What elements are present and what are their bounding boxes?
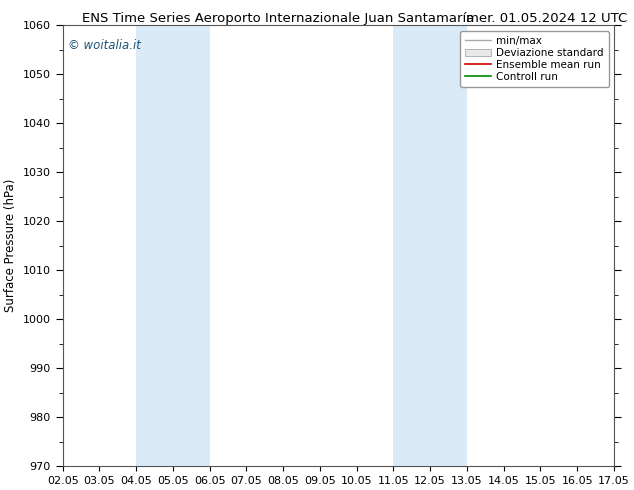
Text: © woitalia.it: © woitalia.it bbox=[68, 39, 141, 51]
Bar bbox=[394, 25, 467, 466]
Y-axis label: Surface Pressure (hPa): Surface Pressure (hPa) bbox=[4, 179, 17, 313]
Legend: min/max, Deviazione standard, Ensemble mean run, Controll run: min/max, Deviazione standard, Ensemble m… bbox=[460, 30, 609, 87]
Bar bbox=[136, 25, 210, 466]
Text: ENS Time Series Aeroporto Internazionale Juan Santamaría: ENS Time Series Aeroporto Internazionale… bbox=[82, 12, 475, 25]
Text: mer. 01.05.2024 12 UTC: mer. 01.05.2024 12 UTC bbox=[467, 12, 628, 25]
